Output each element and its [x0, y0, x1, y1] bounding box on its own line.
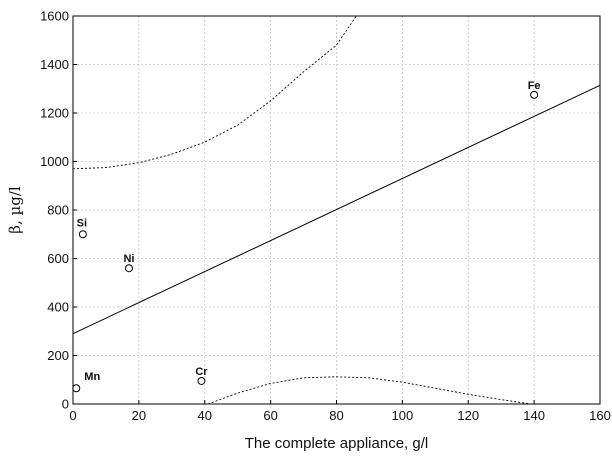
y-tick-label: 600: [47, 251, 69, 266]
point-mn: [72, 384, 81, 393]
point-si: [78, 230, 87, 239]
grid-lines: [73, 16, 600, 404]
y-tick-label: 400: [47, 300, 69, 315]
x-axis-title: The complete appliance, g/l: [245, 435, 428, 452]
point-label-fe: Fe: [528, 80, 541, 92]
point-ni: [124, 264, 133, 273]
y-tick-label: 200: [47, 348, 69, 363]
upper-confidence-curve: [72, 15, 357, 170]
x-tick-label: 60: [263, 408, 277, 423]
x-tick-label: 100: [392, 408, 414, 423]
point-cr: [197, 376, 206, 385]
x-tick-label: 20: [132, 408, 146, 423]
x-tick-label: 0: [69, 408, 76, 423]
y-tick-label: 1200: [40, 106, 69, 121]
regression-line-group: [72, 84, 601, 335]
x-tick-label: 80: [329, 408, 343, 423]
y-axis-title: β, µg/l: [6, 186, 24, 234]
y-tick-label: 1000: [40, 154, 69, 169]
y-tick-label: 0: [62, 397, 69, 412]
axis-ticks: 0 20 40 60 80 100 120 140 1600200400600800100012…: [40, 9, 611, 424]
point-label-ni: Ni: [123, 253, 134, 265]
regression-line: [72, 84, 601, 335]
point-label-si: Si: [77, 217, 87, 229]
y-tick-label: 1400: [40, 57, 69, 72]
y-tick-label: 800: [47, 203, 69, 218]
lower-confidence-curve: [207, 376, 531, 405]
confidence-band: [72, 15, 531, 405]
x-tick-label: 120: [457, 408, 479, 423]
x-tick-label: 40: [198, 408, 212, 423]
point-label-mn: Mn: [84, 371, 100, 383]
point-fe: [530, 90, 539, 99]
x-tick-label: 160: [589, 408, 611, 423]
data-points: Fe Si Ni Cr Mn: [72, 80, 541, 393]
point-label-cr: Cr: [195, 366, 208, 378]
y-tick-label: 1600: [40, 9, 69, 24]
x-tick-label: 140: [523, 408, 545, 423]
